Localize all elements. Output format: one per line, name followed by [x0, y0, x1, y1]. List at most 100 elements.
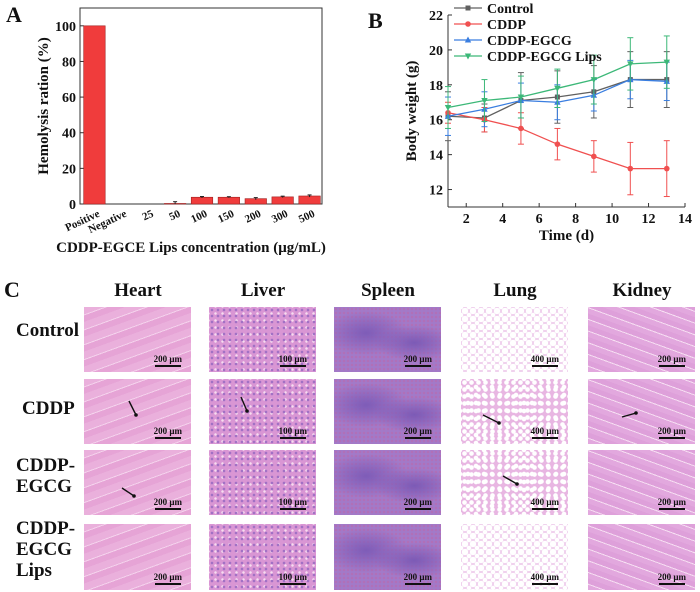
- scale-bar: 400 μm: [531, 497, 559, 510]
- scale-bar-line: [279, 583, 306, 585]
- legend-label: CDDP: [487, 18, 526, 33]
- y-tick-label-a: 100: [55, 20, 76, 35]
- scale-bar-label: 200 μm: [403, 572, 432, 582]
- histology-image-heart: 200 μm: [84, 450, 191, 515]
- x-tick-label-a: 300: [270, 208, 290, 226]
- histology-image-liver: 100 μm: [209, 379, 316, 444]
- scale-bar-label: 200 μm: [153, 354, 182, 364]
- y-tick-label-a: 80: [62, 55, 76, 70]
- scale-bar: 400 μm: [531, 572, 559, 585]
- legend-marker: [465, 5, 471, 11]
- histology-image-liver: 100 μm: [209, 307, 316, 372]
- panel-label-a: A: [6, 2, 22, 27]
- y-tick-label-b: 16: [429, 114, 443, 129]
- scale-bar-label: 200 μm: [657, 497, 686, 507]
- scale-bar-label: 200 μm: [403, 354, 432, 364]
- x-tick-label-b: 2: [463, 212, 470, 227]
- x-tick-label-b: 10: [605, 212, 619, 227]
- scale-bar-line: [279, 508, 306, 510]
- data-point: [663, 59, 670, 66]
- scale-bar-line: [658, 437, 685, 439]
- scale-bar-label: 200 μm: [657, 426, 686, 436]
- scale-bar-line: [531, 437, 558, 439]
- histology-image-heart: 200 μm: [84, 524, 191, 590]
- scale-bar-line: [531, 365, 558, 367]
- y-tick-label-b: 18: [429, 79, 443, 94]
- y-tick-label-a: 20: [62, 162, 76, 177]
- histology-image-lung: 400 μm: [461, 450, 568, 515]
- histology-image-heart: 200 μm: [84, 307, 191, 372]
- scale-bar-label: 100 μm: [278, 572, 307, 582]
- arrow-icon: [621, 411, 638, 418]
- data-point: [590, 77, 598, 84]
- scale-bar-label: 200 μm: [403, 426, 432, 436]
- legend-marker: [464, 36, 472, 43]
- scale-bar-label: 400 μm: [530, 497, 559, 507]
- data-point: [444, 105, 452, 112]
- histology-image-kidney: 200 μm: [588, 450, 695, 515]
- row-label: CDDP- EGCG: [16, 455, 76, 497]
- scale-bar-line: [154, 437, 181, 439]
- scale-bar: 200 μm: [658, 497, 686, 510]
- column-header-spleen: Spleen: [361, 280, 415, 301]
- histology-image-spleen: 200 μm: [334, 307, 441, 372]
- scale-bar-line: [279, 365, 306, 367]
- histology-image-heart: 200 μm: [84, 379, 191, 444]
- data-point: [663, 165, 670, 172]
- arrow-icon: [128, 400, 138, 417]
- scale-bar-line: [154, 583, 181, 585]
- x-tick-label-a: 500: [297, 208, 317, 226]
- scale-bar-label: 100 μm: [278, 497, 307, 507]
- scale-bar-line: [404, 583, 431, 585]
- scale-bar: 100 μm: [279, 354, 307, 367]
- data-point: [627, 61, 634, 68]
- y-tick-label-b: 20: [429, 44, 443, 59]
- scale-bar: 100 μm: [279, 426, 307, 439]
- scale-bar: 200 μm: [658, 426, 686, 439]
- scale-bar: 400 μm: [531, 426, 559, 439]
- scale-bar-label: 200 μm: [657, 354, 686, 364]
- scale-bar-line: [404, 437, 431, 439]
- histology-image-kidney: 200 μm: [588, 307, 695, 372]
- x-tick-label-b: 6: [536, 212, 543, 227]
- scale-bar-line: [658, 508, 685, 510]
- scale-bar-line: [531, 508, 558, 510]
- scale-bar: 400 μm: [531, 354, 559, 367]
- histology-image-spleen: 200 μm: [334, 450, 441, 515]
- x-tick-label-a: 100: [189, 208, 209, 226]
- panel-label-c: C: [4, 277, 20, 302]
- scale-bar-label: 200 μm: [657, 572, 686, 582]
- data-point: [554, 141, 561, 147]
- arrow-icon: [121, 487, 136, 498]
- bar: [298, 195, 321, 205]
- column-header-lung: Lung: [493, 280, 537, 301]
- histology-image-lung: 400 μm: [461, 524, 568, 590]
- x-tick-label-a: 150: [216, 208, 236, 226]
- arrow-icon: [502, 475, 519, 486]
- x-tick-label-b: 8: [572, 212, 579, 227]
- scale-bar-line: [154, 508, 181, 510]
- scale-bar-label: 400 μm: [530, 354, 559, 364]
- scale-bar: 200 μm: [658, 572, 686, 585]
- row-label: Control: [16, 320, 79, 341]
- legend-marker: [464, 53, 472, 60]
- data-point: [518, 125, 524, 132]
- scale-bar-line: [658, 583, 685, 585]
- data-point: [517, 94, 525, 101]
- histology-image-lung: 400 μm: [461, 379, 568, 444]
- scale-bar-label: 200 μm: [153, 497, 182, 507]
- legend-marker: [465, 21, 471, 27]
- bar: [271, 196, 294, 205]
- scale-bar: 100 μm: [279, 497, 307, 510]
- scale-bar: 200 μm: [404, 354, 432, 367]
- scale-bar-line: [154, 365, 181, 367]
- data-point: [627, 165, 634, 172]
- y-tick-label-a: 0: [69, 198, 76, 213]
- x-tick-label-b: 4: [499, 212, 506, 227]
- scale-bar-label: 100 μm: [278, 426, 307, 436]
- legend-label: CDDP-EGCG: [487, 34, 572, 49]
- row-label: CDDP: [22, 398, 75, 419]
- scale-bar: 200 μm: [154, 354, 182, 367]
- scale-bar-line: [404, 508, 431, 510]
